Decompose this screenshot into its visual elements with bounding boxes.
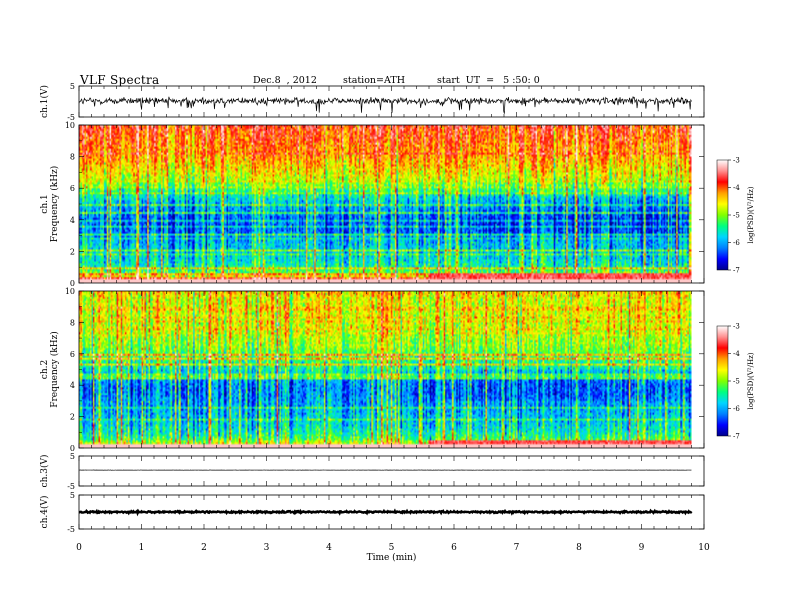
panel-4-ylabel: ch.3(V) bbox=[39, 455, 50, 488]
panel-3-colorbar-tick-label: -4 bbox=[733, 350, 740, 358]
x-tick-label: 0 bbox=[76, 543, 82, 553]
x-tick-label: 7 bbox=[514, 543, 520, 553]
x-tick-label: 2 bbox=[201, 543, 207, 553]
panel-3-colorbar bbox=[716, 325, 729, 437]
panel-3-colorbar-tick-label: -5 bbox=[733, 378, 740, 386]
x-tick-label: 6 bbox=[451, 543, 457, 553]
panel-3-colorbar-tick-label: -3 bbox=[733, 323, 740, 331]
x-tick-label: 10 bbox=[698, 543, 710, 553]
panel-3-ylabel-line-0: ch.2 bbox=[40, 360, 50, 379]
panel-3-ytick-label: 6 bbox=[70, 350, 75, 359]
panel-2-ytick-label: 8 bbox=[70, 153, 75, 162]
panel-2-ylabel: ch.1Frequency (kHz) bbox=[40, 166, 60, 243]
panel-2-colorbar bbox=[716, 159, 729, 271]
panel-1-ylabel-line-0: ch.1(V) bbox=[39, 85, 50, 118]
date-label: Dec.8 , 2012 bbox=[253, 75, 317, 86]
panel-2-colorbar-label: log(PSD)(V²/Hz) bbox=[747, 186, 755, 243]
x-tick-label: 3 bbox=[264, 543, 270, 553]
panel-2-ytick-label: 0 bbox=[70, 279, 75, 288]
panel-2-spectrogram bbox=[79, 125, 692, 283]
panel-4-ytick-label: -5 bbox=[67, 482, 75, 491]
station-label: station=ATH bbox=[343, 75, 405, 86]
panel-2-colorbar-tick-label: -4 bbox=[733, 184, 740, 192]
figure-title: VLF Spectra bbox=[80, 73, 160, 87]
x-tick-label: 4 bbox=[326, 543, 332, 553]
panel-2-colorbar-tick-label: -7 bbox=[733, 267, 740, 275]
x-tick-label: 5 bbox=[389, 543, 395, 553]
panel-3-ytick-label: 2 bbox=[70, 413, 75, 422]
panel-2-ytick-label: 2 bbox=[70, 247, 75, 256]
panel-2-ytick-label: 6 bbox=[70, 184, 75, 193]
panel-3-colorbar-label: log(PSD)(V²/Hz) bbox=[747, 352, 755, 409]
panel-5-ytick-label: -5 bbox=[67, 525, 75, 534]
panel-3-ylabel-line-1: Frequency (kHz) bbox=[49, 331, 60, 408]
x-tick-label: 1 bbox=[139, 543, 145, 553]
panel-2-ytick-label: 10 bbox=[65, 121, 75, 130]
panel-2-ylabel-line-0: ch.1 bbox=[40, 194, 50, 213]
panel-2-ylabel-line-1: Frequency (kHz) bbox=[49, 166, 60, 243]
x-axis-label: Time (min) bbox=[367, 552, 417, 563]
start-time-label: start UT = 5 :50: 0 bbox=[437, 75, 540, 86]
panel-3-ytick-label: 0 bbox=[70, 444, 75, 453]
panel-1-trace bbox=[78, 96, 692, 114]
panel-5-ytick-label: 5 bbox=[70, 491, 75, 500]
panel-3-ytick-label: 8 bbox=[70, 318, 75, 327]
panel-2-colorbar-tick-label: -5 bbox=[733, 212, 740, 220]
panel-3-ylabel: ch.2Frequency (kHz) bbox=[40, 331, 60, 408]
panel-1-ytick-label: 5 bbox=[70, 82, 75, 91]
panel-5-ylabel-line-0: ch.4(V) bbox=[39, 496, 50, 529]
panel-4-ytick-label: 5 bbox=[70, 452, 75, 461]
panel-5-trace bbox=[78, 508, 693, 517]
panel-3-ytick-label: 10 bbox=[65, 287, 75, 296]
panel-2-ytick-label: 4 bbox=[70, 216, 75, 225]
panel-3-colorbar-tick-label: -7 bbox=[733, 433, 740, 441]
panel-1-ylabel: ch.1(V) bbox=[39, 85, 50, 118]
panel-2-colorbar-tick-label: -6 bbox=[733, 239, 740, 247]
panel-1-ytick-label: -5 bbox=[67, 113, 75, 122]
x-tick-label: 8 bbox=[576, 543, 582, 553]
panel-3-colorbar-tick-label: -6 bbox=[733, 405, 740, 413]
panel-2-colorbar-tick-label: -3 bbox=[733, 157, 740, 165]
x-tick-label: 9 bbox=[639, 543, 645, 553]
panel-3-ytick-label: 4 bbox=[70, 381, 75, 390]
panel-3-spectrogram bbox=[79, 291, 692, 448]
panel-5-ylabel: ch.4(V) bbox=[39, 496, 50, 529]
panel-4-ylabel-line-0: ch.3(V) bbox=[39, 455, 50, 488]
